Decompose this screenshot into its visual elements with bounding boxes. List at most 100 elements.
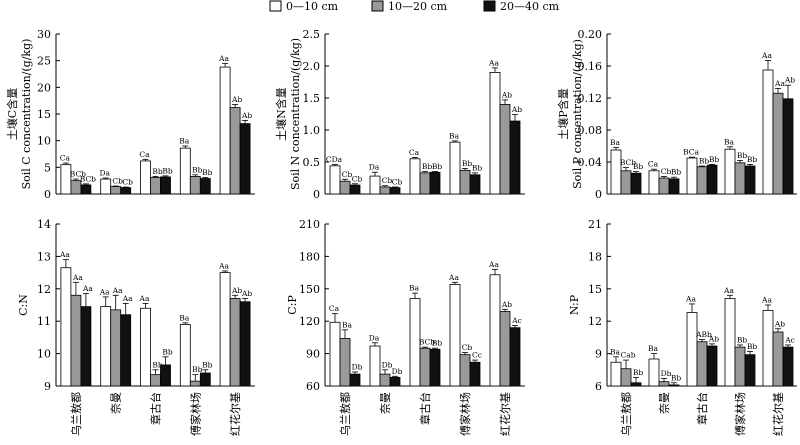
- sig-letter-3-2-3: Bb: [202, 360, 213, 369]
- sig-letter-2-2-0: Bb: [633, 162, 644, 171]
- sig-letter-0-0-0: Ca: [60, 154, 71, 163]
- sig-letter-3-2-4: Ab: [241, 289, 252, 298]
- y-tick-label-5-2: 12: [588, 315, 602, 328]
- sig-letter-0-2-1: Cb: [122, 178, 133, 187]
- bar-4-1-0: [339, 338, 351, 387]
- bar-3-2-2: [160, 364, 171, 387]
- sig-letter-4-1-2: BCb: [419, 338, 435, 347]
- sig-letter-4-1-3: Cb: [462, 343, 473, 352]
- bar-4-0-1: [369, 345, 381, 387]
- sig-letter-1-1-4: Ab: [501, 90, 512, 99]
- y-axis-label-cn-0: 土壤C含量: [5, 88, 19, 140]
- bar-0-2-0: [80, 184, 92, 195]
- y-tick-label-5-0: 6: [595, 380, 602, 393]
- bar-4-1-4: [499, 311, 511, 387]
- sig-letter-3-1-3: Bb: [192, 365, 203, 374]
- legend-swatch-0: [269, 0, 282, 12]
- y-tick-label-4-3: 150: [299, 283, 320, 296]
- sig-letter-0-1-1: Cb: [112, 177, 123, 186]
- sig-letter-3-1-1: Aa: [112, 286, 123, 295]
- y-tick-label-2-0: 0: [595, 188, 602, 201]
- sig-letter-1-1-3: Bb: [462, 159, 473, 168]
- y-tick-label-3-1: 10: [37, 348, 51, 361]
- panel-3: C:N91011121314AaAaAaBaAaAaAaBbBbAbAaAaBb…: [17, 218, 255, 436]
- sig-letter-3-2-0: Aa: [82, 284, 93, 293]
- bar-5-1-4: [772, 331, 784, 387]
- sig-letter-1-0-3: Ba: [449, 131, 460, 140]
- sig-letter-5-2-4: Ac: [784, 335, 795, 344]
- y-axis-label-5: N:P: [568, 294, 581, 315]
- bar-1-0-4: [489, 72, 501, 195]
- sig-letter-4-1-1: Db: [382, 360, 393, 369]
- sig-letter-0-0-1: Da: [99, 169, 110, 178]
- bar-3-0-2: [140, 307, 151, 387]
- sig-letter-2-0-1: Ca: [648, 160, 659, 169]
- y-axis-label-main-4: C:P: [286, 295, 299, 315]
- bar-3-0-1: [100, 306, 112, 387]
- sig-letter-2-1-0: BCb: [620, 158, 636, 167]
- bar-3-1-1: [110, 309, 122, 387]
- bar-0-2-1: [120, 187, 132, 195]
- bar-1-1-2: [419, 172, 431, 195]
- sig-letter-5-1-1: Db: [661, 369, 672, 378]
- sig-letter-1-0-1: Da: [369, 163, 380, 172]
- bar-1-2-1: [389, 187, 401, 195]
- y-tick-label-1-3: 1.5: [303, 92, 321, 105]
- bar-2-2-0: [630, 172, 642, 195]
- panel-1: 土壤N含量Soil N concentration/(g/kg) 0 0.5 1.0 1…: [274, 28, 525, 201]
- sig-letter-3-0-1: Aa: [99, 287, 110, 296]
- bar-5-2-2: [706, 345, 718, 387]
- bar-1-1-3: [459, 169, 471, 195]
- sig-letter-1-1-0: Cb: [342, 170, 353, 179]
- y-axis-label-1: 土壤N含量Soil N concentration/(g/kg): [274, 38, 302, 190]
- bar-5-1-1: [658, 381, 670, 387]
- sig-letter-1-0-2: Ca: [409, 148, 420, 157]
- y-tick-label-4-0: 60: [306, 380, 320, 393]
- sig-letter-0-1-4: Ab: [231, 95, 242, 104]
- legend-swatch-2: [483, 0, 496, 12]
- sig-letter-0-2-3: Bb: [202, 168, 213, 177]
- legend-label-2: 20—40 cm: [500, 0, 560, 13]
- bar-3-1-3: [189, 380, 201, 387]
- bar-4-1-1: [379, 373, 391, 387]
- sig-letter-3-0-3: Ba: [179, 313, 190, 322]
- bar-5-0-1: [648, 358, 660, 387]
- sig-letter-4-2-4: Ac: [511, 316, 522, 325]
- bar-2-1-3: [734, 162, 746, 195]
- bar-0-2-4: [239, 123, 251, 195]
- bar-3-2-1: [120, 314, 132, 387]
- bar-0-1-4: [229, 107, 241, 195]
- sig-letter-4-0-0: Ca: [329, 304, 340, 313]
- legend-label-1: 10—20 cm: [388, 0, 448, 13]
- y-axis-label-en-0: Soil C concentration/(g/kg): [20, 39, 33, 190]
- sig-letter-0-1-0: BCb: [70, 170, 86, 179]
- sig-letter-5-2-3: Bb: [747, 342, 758, 351]
- y-axis-label-3: C:N: [17, 294, 30, 316]
- sig-letter-0-2-2: Bb: [162, 166, 173, 175]
- y-tick-label-2-4: 0.16: [578, 60, 603, 73]
- y-tick-label-4-2: 120: [299, 315, 320, 328]
- bar-4-2-3: [469, 361, 481, 387]
- y-axis-label-4: C:P: [286, 295, 299, 315]
- bar-3-0-0: [60, 267, 72, 387]
- bar-2-0-3: [724, 148, 736, 195]
- category-label-3-4: 红花尔基: [229, 392, 242, 436]
- sig-letter-1-0-0: CDa: [326, 155, 343, 164]
- legend-label-0: 0—10 cm: [286, 0, 339, 13]
- y-axis-label-en-2: Soil P concentration/(g/kg): [571, 39, 584, 189]
- bar-5-0-4: [762, 309, 774, 387]
- bar-4-2-0: [349, 373, 361, 387]
- sig-letter-4-2-2: Bb: [432, 339, 443, 348]
- y-axis-label-en-1: Soil N concentration/(g/kg): [289, 38, 302, 190]
- sig-letter-3-2-2: Bb: [162, 347, 173, 356]
- y-tick-label-3-5: 14: [37, 218, 51, 231]
- bar-4-0-4: [489, 274, 501, 387]
- bar-2-2-2: [706, 164, 718, 195]
- sig-letter-0-0-2: Ca: [139, 150, 150, 159]
- chart-panels: 土壤C含量Soil C concentration/(g/kg) 0 5 10 15 20…: [5, 28, 797, 436]
- sig-letter-1-2-1: Cb: [392, 177, 403, 186]
- bar-2-1-0: [620, 170, 632, 195]
- sig-letter-4-2-3: Cc: [472, 351, 482, 360]
- sig-letter-1-1-1: Cb: [382, 176, 393, 185]
